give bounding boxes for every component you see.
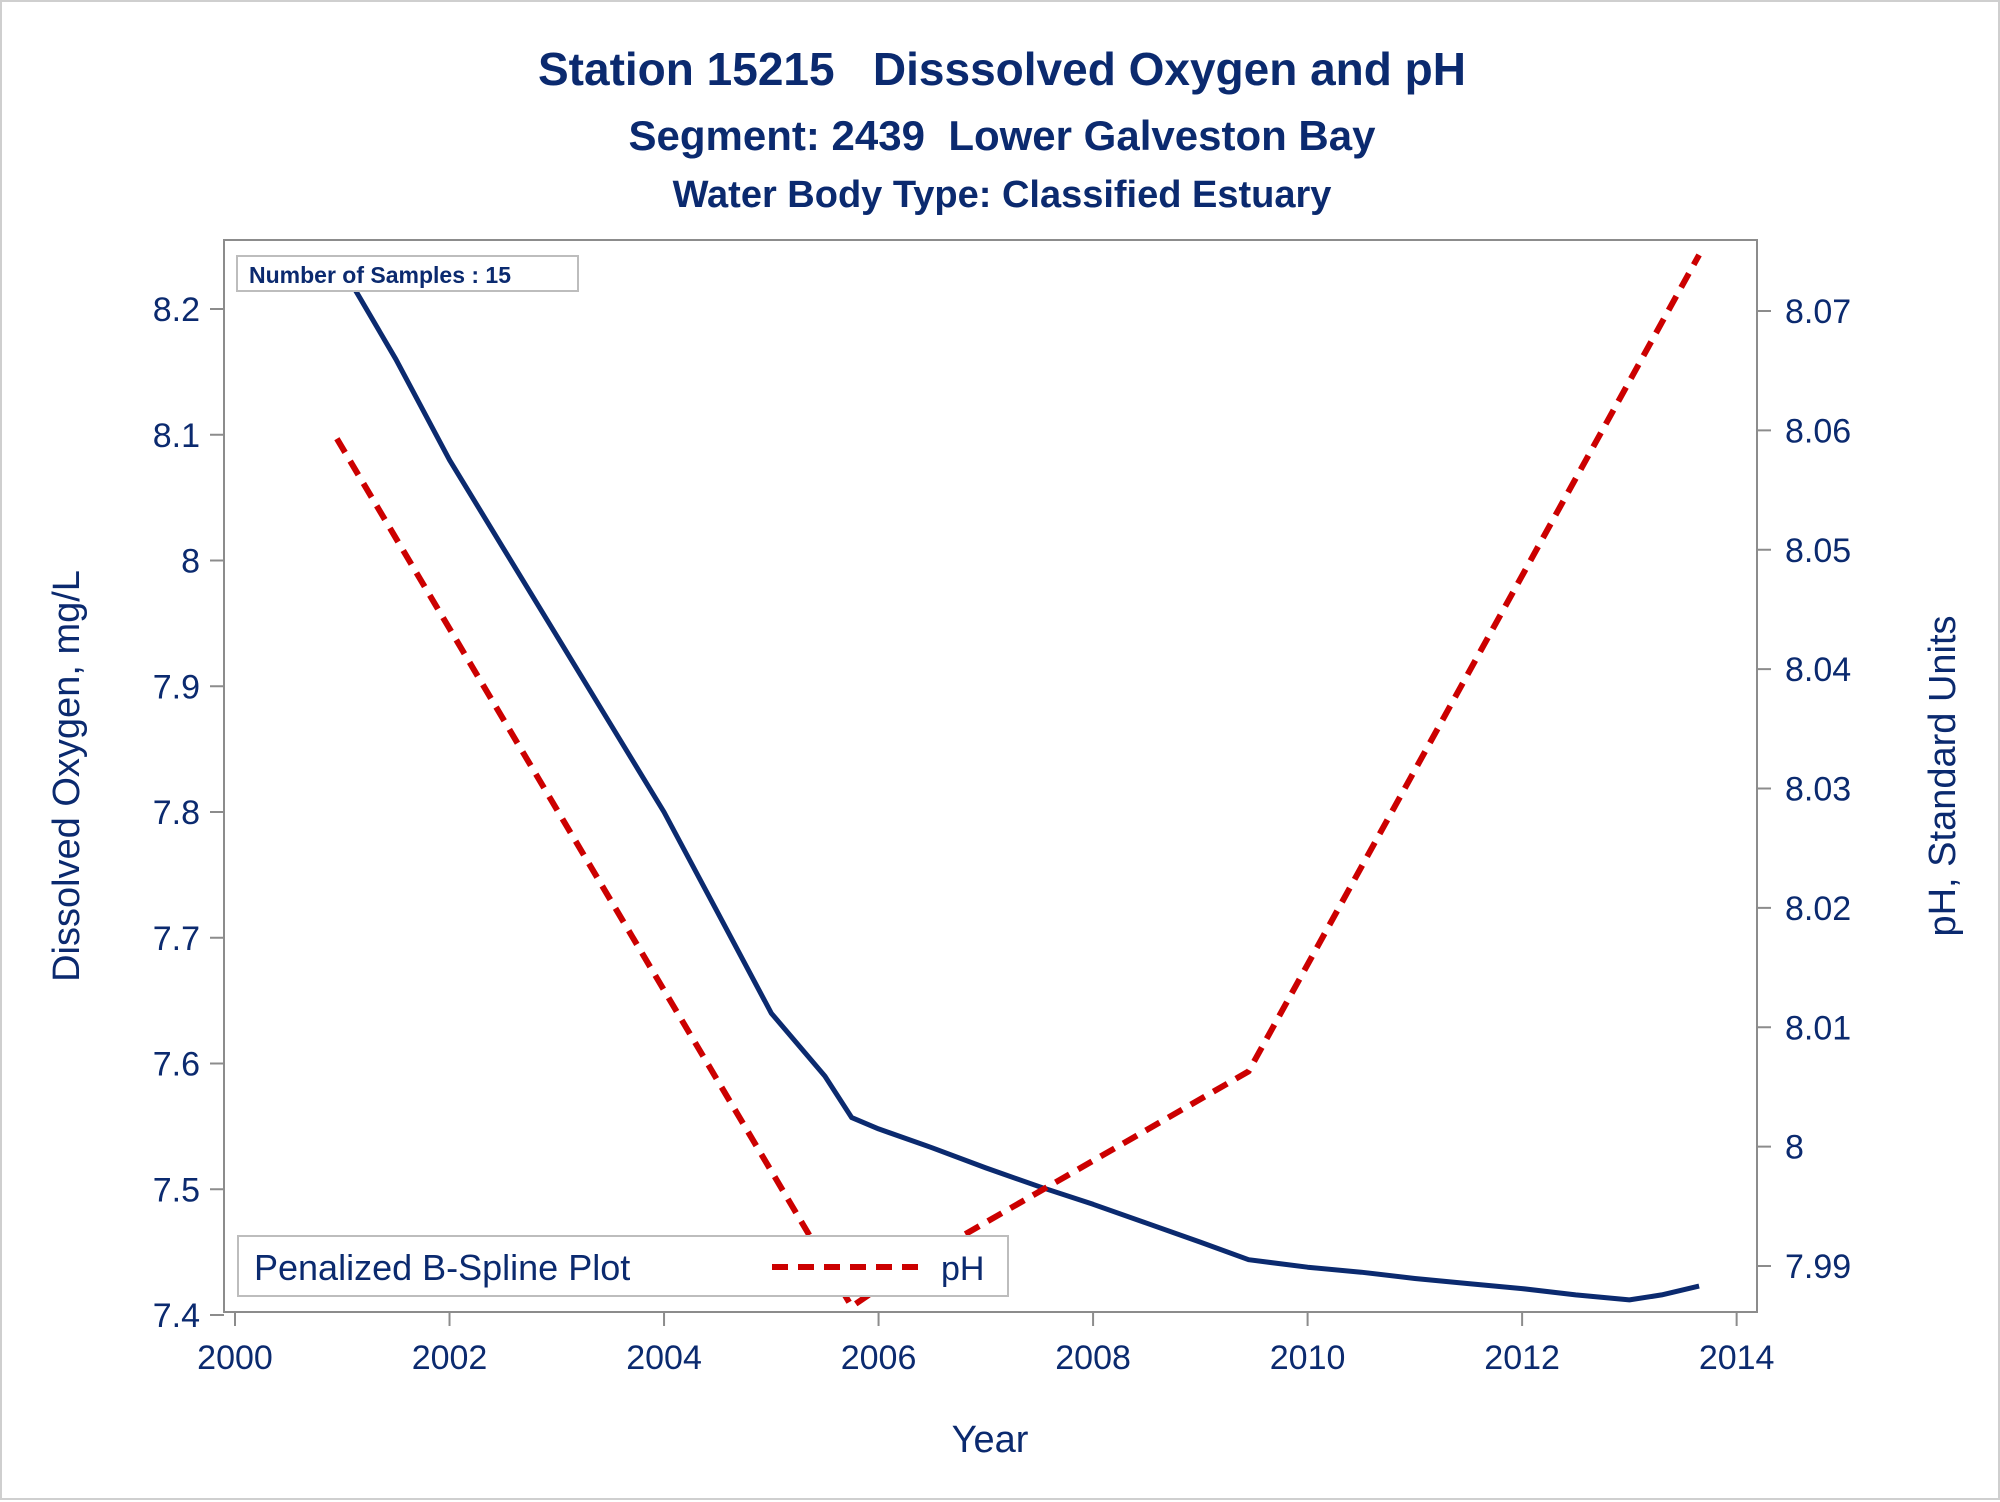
y-tick-label: 8.1 — [153, 417, 200, 455]
x-tick-label: 2002 — [412, 1339, 488, 1377]
series-layer — [334, 253, 1702, 1310]
chart-subtitle: Segment: 2439 Lower Galveston Bay — [629, 112, 1377, 159]
chart-subtitle-2: Water Body Type: Classified Estuary — [673, 174, 1332, 216]
y-axis-left: 7.4 7.5 7.6 7.7 7.8 7.9 8 8.1 8.2 — [153, 291, 224, 1335]
y2-tick-label: 8.04 — [1785, 651, 1851, 689]
x-axis: 2000 2002 2004 2006 2008 2010 2012 2014 — [197, 1312, 1774, 1377]
legend-ph-label: pH — [941, 1250, 984, 1288]
y-tick-label: 7.8 — [153, 794, 200, 832]
x-tick-label: 2008 — [1055, 1339, 1131, 1377]
y-axis-label: Dissolved Oxygen, mg/L — [46, 570, 88, 982]
legend-title: Penalized B-Spline Plot — [254, 1247, 630, 1288]
y2-tick-label: 8.07 — [1785, 293, 1851, 331]
y-tick-label: 8 — [181, 543, 200, 581]
y-tick-label: 7.9 — [153, 668, 200, 706]
y2-tick-label: 7.99 — [1785, 1248, 1851, 1286]
x-axis-label: Year — [952, 1419, 1029, 1461]
annotation-text: Number of Samples : 15 — [249, 262, 511, 288]
y-axis-right: 7.99 8 8.01 8.02 8.03 8.04 8.05 8.06 8.07 — [1757, 293, 1851, 1286]
chart-title: Station 15215 Disssolved Oxygen and pH — [538, 43, 1466, 95]
y-tick-label: 7.6 — [153, 1046, 200, 1084]
x-tick-label: 2010 — [1270, 1339, 1346, 1377]
annotation-box — [236, 255, 579, 292]
x-tick-label: 2000 — [197, 1339, 273, 1377]
y2-axis-label: pH, Standard Units — [1922, 615, 1964, 936]
x-tick-label: 2014 — [1699, 1339, 1775, 1377]
x-tick-label: 2006 — [841, 1339, 917, 1377]
x-tick-label: 2004 — [626, 1339, 702, 1377]
y2-tick-label: 8.03 — [1785, 771, 1851, 809]
y-tick-label: 7.7 — [153, 920, 200, 958]
x-tick-label: 2012 — [1484, 1339, 1560, 1377]
y2-tick-label: 8.01 — [1785, 1009, 1851, 1047]
y-tick-label: 7.5 — [153, 1171, 200, 1209]
y-tick-label: 8.2 — [153, 291, 200, 329]
y2-tick-label: 8.02 — [1785, 890, 1851, 928]
plot-area — [223, 239, 1758, 1313]
y2-tick-label: 8 — [1785, 1129, 1804, 1167]
ph-series-line — [334, 253, 1702, 1310]
y2-tick-label: 8.06 — [1785, 412, 1851, 450]
y-tick-label: 7.4 — [153, 1297, 200, 1335]
dissolved-oxygen-series-line — [334, 257, 1700, 1303]
y2-tick-label: 8.05 — [1785, 532, 1851, 570]
